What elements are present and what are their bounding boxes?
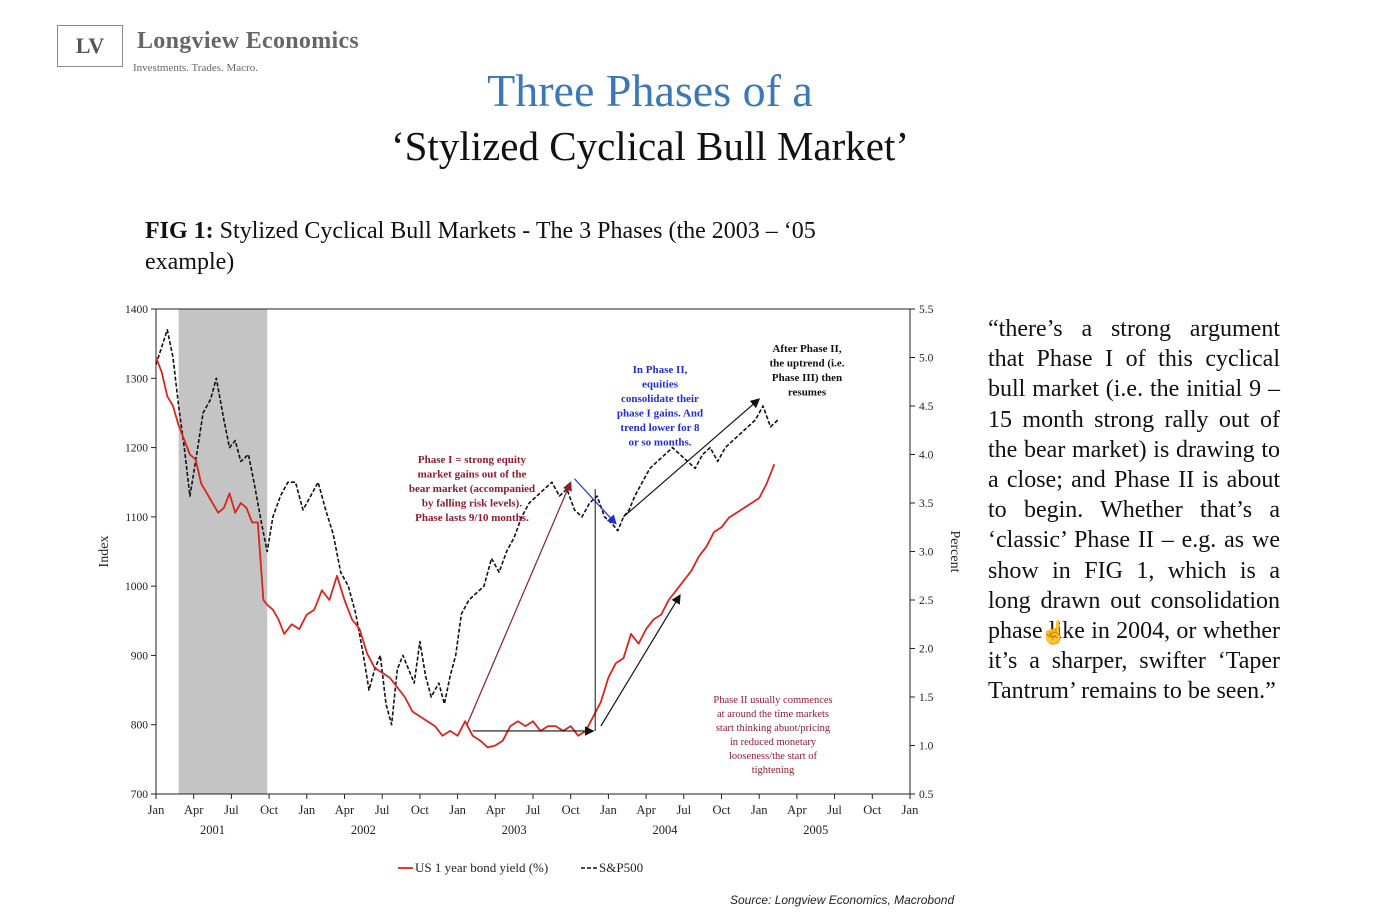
annotation-phase2b-line: Phase II usually commences — [713, 695, 832, 706]
y-left-tick-label: 1100 — [125, 512, 148, 524]
y-left-tick-label: 1300 — [125, 373, 148, 385]
figure-caption-text: Stylized Cyclical Bull Markets - The 3 P… — [145, 218, 816, 275]
y-left-tick-label: 1200 — [125, 443, 148, 455]
x-tick-label: Jul — [224, 803, 239, 817]
x-tick-label: Jul — [526, 803, 541, 817]
x-tick-label: Oct — [863, 803, 882, 817]
annotation-phase2b-line: start thinking abuot/pricing — [716, 723, 831, 734]
y-right-tick-label: 1.5 — [919, 692, 934, 704]
x-tick-label: Apr — [636, 803, 656, 817]
y-right-tick-label: 1.0 — [919, 741, 934, 753]
annotation-phase1-line: by falling risk levels). — [422, 498, 522, 510]
x-tick-label: Jan — [449, 803, 466, 817]
x-tick-label: Jan — [148, 803, 165, 817]
x-year-label: 2005 — [803, 823, 828, 837]
figure-caption: FIG 1: Stylized Cyclical Bull Markets - … — [145, 216, 885, 278]
y-right-axis-title: Percent — [947, 531, 962, 573]
phase3-arrow — [623, 398, 761, 518]
y-left-tick-label: 700 — [131, 789, 149, 801]
x-tick-label: Jan — [902, 803, 919, 817]
annotation-phase3-line: Phase III) then — [772, 372, 842, 384]
x-tick-label: Apr — [787, 803, 807, 817]
y-left-tick-label: 900 — [131, 650, 149, 662]
legend-bond-label: US 1 year bond yield (%) — [415, 860, 548, 875]
annotation-phase3-line: After Phase II, — [772, 343, 841, 355]
annotation-phase1-line: market gains out of the — [418, 469, 527, 481]
y-right-tick-label: 2.5 — [919, 595, 934, 607]
x-tick-label: Jan — [298, 803, 315, 817]
annotation-phase1-line: Phase lasts 9/10 months. — [415, 512, 529, 524]
x-tick-label: Jul — [827, 803, 842, 817]
y-right-tick-label: 4.0 — [919, 450, 934, 462]
x-year-label: 2001 — [200, 823, 225, 837]
y-right-tick-label: 2.0 — [919, 644, 934, 656]
bond-yield-line — [155, 357, 776, 749]
x-year-label: 2003 — [502, 823, 527, 837]
bond-rise-arrow — [600, 594, 681, 727]
x-tick-label: Oct — [712, 803, 731, 817]
legend-sp500-label: S&P500 — [599, 860, 643, 875]
annotation-phase2b-line: at around the time markets — [717, 709, 829, 720]
chart-source: Source: Longview Economics, Macrobond — [730, 893, 955, 907]
x-tick-label: Apr — [335, 803, 355, 817]
x-tick-label: Apr — [486, 803, 506, 817]
y-right-tick-label: 5.0 — [919, 353, 934, 365]
annotation-phase2b-line: tightening — [752, 765, 795, 776]
shaded-recession-band — [178, 309, 268, 794]
annotation-phase2-line: In Phase II, — [633, 364, 688, 376]
annotation-phase2-line: trend lower for 8 — [620, 422, 700, 434]
slide-title-line1: Three Phases of a — [487, 65, 813, 116]
x-tick-label: Jan — [751, 803, 768, 817]
annotation-phase2-line: equities — [642, 379, 679, 391]
hand-cursor-icon: ☝ — [1040, 620, 1068, 645]
x-tick-label: Jan — [600, 803, 617, 817]
bull-market-chart: 700 800 900 1000 1100 1200 1300 1400 0.5 1.0 1.5 2.… — [97, 304, 962, 875]
x-year-label: 2004 — [652, 823, 678, 837]
y-left-axis-title: Index — [97, 536, 112, 568]
x-tick-label: Jul — [375, 803, 390, 817]
annotation-phase2b-line: looseness/the start of — [729, 751, 818, 762]
x-tick-label: Oct — [260, 803, 279, 817]
phase1-arrow — [466, 481, 572, 725]
logo-tagline: Investments. Trades. Macro. — [133, 62, 258, 74]
sp500-line — [155, 329, 779, 726]
annotation-phase2b-line: in reduced monetary — [730, 737, 817, 748]
logo-name: Longview Economics — [137, 28, 360, 54]
annotation-phase1-line: Phase I = strong equity — [418, 454, 527, 466]
y-right-tick-label: 3.5 — [919, 498, 934, 510]
x-tick-label: Oct — [562, 803, 581, 817]
logo-mark: LV — [57, 25, 123, 67]
x-tick-label: Oct — [411, 803, 430, 817]
x-tick-label: Jul — [677, 803, 692, 817]
annotation-phase3-line: the uptrend (i.e. — [770, 358, 845, 370]
annotation-phase2-line: or so months. — [628, 437, 691, 449]
annotation-phase1-line: bear market (accompanied — [409, 483, 535, 495]
x-year-label: 2002 — [351, 823, 376, 837]
y-right-tick-label: 4.5 — [919, 401, 934, 413]
y-left-tick-label: 1400 — [125, 304, 148, 316]
figure-caption-label: FIG 1: — [145, 218, 214, 244]
annotation-phase2-line: consolidate their — [621, 393, 699, 405]
slide-title-line2: ‘Stylized Cyclical Bull Market’ — [390, 123, 910, 169]
y-right-tick-label: 3.0 — [919, 547, 934, 559]
x-tick-label: Apr — [184, 803, 204, 817]
quote-text: “there’s a strong argument that Phase I … — [988, 316, 1280, 705]
y-left-tick-label: 800 — [131, 720, 149, 732]
annotation-phase2-line: phase I gains. And — [617, 408, 703, 420]
annotation-phase3-line: resumes — [788, 387, 827, 399]
y-right-tick-label: 0.5 — [919, 789, 934, 801]
y-right-tick-label: 5.5 — [919, 304, 934, 316]
y-left-tick-label: 1000 — [125, 581, 148, 593]
